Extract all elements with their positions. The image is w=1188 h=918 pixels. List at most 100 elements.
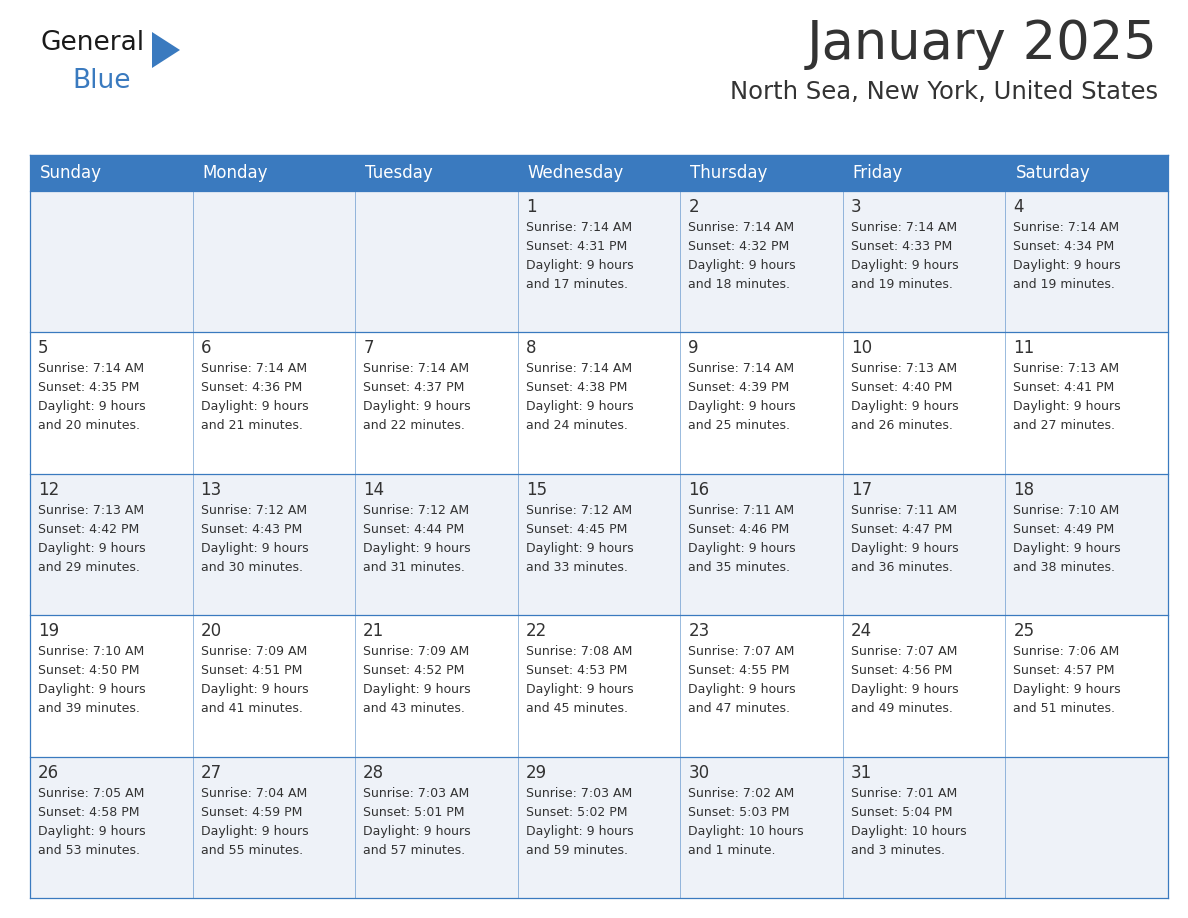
Text: and 18 minutes.: and 18 minutes. xyxy=(688,278,790,291)
Text: 25: 25 xyxy=(1013,622,1035,640)
Text: Blue: Blue xyxy=(72,68,131,94)
Text: and 22 minutes.: and 22 minutes. xyxy=(364,420,465,432)
Text: Daylight: 9 hours: Daylight: 9 hours xyxy=(526,683,633,696)
Text: Sunset: 5:04 PM: Sunset: 5:04 PM xyxy=(851,806,953,819)
Text: and 57 minutes.: and 57 minutes. xyxy=(364,844,466,856)
Text: and 26 minutes.: and 26 minutes. xyxy=(851,420,953,432)
Text: 14: 14 xyxy=(364,481,384,498)
Text: Daylight: 9 hours: Daylight: 9 hours xyxy=(526,400,633,413)
Text: Sunrise: 7:14 AM: Sunrise: 7:14 AM xyxy=(1013,221,1119,234)
Text: Sunrise: 7:10 AM: Sunrise: 7:10 AM xyxy=(38,645,144,658)
Text: Sunrise: 7:09 AM: Sunrise: 7:09 AM xyxy=(364,645,469,658)
Text: Sunrise: 7:14 AM: Sunrise: 7:14 AM xyxy=(688,221,795,234)
Text: and 43 minutes.: and 43 minutes. xyxy=(364,702,465,715)
Text: Sunset: 4:39 PM: Sunset: 4:39 PM xyxy=(688,381,790,395)
Text: Sunrise: 7:14 AM: Sunrise: 7:14 AM xyxy=(851,221,958,234)
Text: 21: 21 xyxy=(364,622,385,640)
Text: 15: 15 xyxy=(526,481,546,498)
Text: 31: 31 xyxy=(851,764,872,781)
Text: Daylight: 9 hours: Daylight: 9 hours xyxy=(526,824,633,837)
Text: and 53 minutes.: and 53 minutes. xyxy=(38,844,140,856)
Text: Thursday: Thursday xyxy=(690,164,767,182)
Text: Sunset: 5:03 PM: Sunset: 5:03 PM xyxy=(688,806,790,819)
Text: and 21 minutes.: and 21 minutes. xyxy=(201,420,303,432)
Text: Sunset: 4:42 PM: Sunset: 4:42 PM xyxy=(38,522,139,536)
Text: 13: 13 xyxy=(201,481,222,498)
Text: Sunset: 4:41 PM: Sunset: 4:41 PM xyxy=(1013,381,1114,395)
Text: and 17 minutes.: and 17 minutes. xyxy=(526,278,627,291)
Text: Sunset: 4:51 PM: Sunset: 4:51 PM xyxy=(201,665,302,677)
Text: 26: 26 xyxy=(38,764,59,781)
Text: Daylight: 9 hours: Daylight: 9 hours xyxy=(1013,259,1121,272)
Text: and 19 minutes.: and 19 minutes. xyxy=(851,278,953,291)
Text: and 36 minutes.: and 36 minutes. xyxy=(851,561,953,574)
Text: Wednesday: Wednesday xyxy=(527,164,624,182)
Text: Daylight: 9 hours: Daylight: 9 hours xyxy=(1013,683,1121,696)
Text: Sunset: 4:46 PM: Sunset: 4:46 PM xyxy=(688,522,790,536)
Text: 6: 6 xyxy=(201,340,211,357)
Text: Sunset: 4:34 PM: Sunset: 4:34 PM xyxy=(1013,240,1114,253)
Text: Sunset: 4:57 PM: Sunset: 4:57 PM xyxy=(1013,665,1114,677)
Text: January 2025: January 2025 xyxy=(807,18,1158,70)
Text: 27: 27 xyxy=(201,764,222,781)
Bar xyxy=(30,191,1168,332)
Text: and 41 minutes.: and 41 minutes. xyxy=(201,702,303,715)
Text: Daylight: 9 hours: Daylight: 9 hours xyxy=(1013,400,1121,413)
Text: Sunrise: 7:13 AM: Sunrise: 7:13 AM xyxy=(1013,363,1119,375)
Text: 3: 3 xyxy=(851,198,861,216)
Text: Sunrise: 7:13 AM: Sunrise: 7:13 AM xyxy=(851,363,958,375)
Text: 30: 30 xyxy=(688,764,709,781)
Text: Sunset: 4:32 PM: Sunset: 4:32 PM xyxy=(688,240,790,253)
Text: Daylight: 9 hours: Daylight: 9 hours xyxy=(201,824,308,837)
Text: 12: 12 xyxy=(38,481,59,498)
Text: Sunset: 4:47 PM: Sunset: 4:47 PM xyxy=(851,522,953,536)
Text: 16: 16 xyxy=(688,481,709,498)
Text: Daylight: 9 hours: Daylight: 9 hours xyxy=(38,400,146,413)
Text: Sunset: 4:55 PM: Sunset: 4:55 PM xyxy=(688,665,790,677)
Text: 22: 22 xyxy=(526,622,546,640)
Text: Sunset: 4:33 PM: Sunset: 4:33 PM xyxy=(851,240,952,253)
Text: Sunset: 4:58 PM: Sunset: 4:58 PM xyxy=(38,806,139,819)
Text: Sunset: 4:50 PM: Sunset: 4:50 PM xyxy=(38,665,139,677)
Text: Sunrise: 7:04 AM: Sunrise: 7:04 AM xyxy=(201,787,307,800)
Text: 5: 5 xyxy=(38,340,49,357)
Text: Saturday: Saturday xyxy=(1016,164,1091,182)
Text: 20: 20 xyxy=(201,622,222,640)
Text: Sunrise: 7:09 AM: Sunrise: 7:09 AM xyxy=(201,645,307,658)
Text: Daylight: 9 hours: Daylight: 9 hours xyxy=(201,683,308,696)
Text: Sunset: 5:02 PM: Sunset: 5:02 PM xyxy=(526,806,627,819)
Text: and 25 minutes.: and 25 minutes. xyxy=(688,420,790,432)
Text: North Sea, New York, United States: North Sea, New York, United States xyxy=(729,80,1158,104)
Text: Daylight: 9 hours: Daylight: 9 hours xyxy=(364,824,470,837)
Text: Sunrise: 7:11 AM: Sunrise: 7:11 AM xyxy=(851,504,958,517)
Text: 23: 23 xyxy=(688,622,709,640)
Text: and 31 minutes.: and 31 minutes. xyxy=(364,561,465,574)
Text: and 3 minutes.: and 3 minutes. xyxy=(851,844,944,856)
Bar xyxy=(30,332,1168,474)
Text: Sunset: 4:44 PM: Sunset: 4:44 PM xyxy=(364,522,465,536)
Text: Sunrise: 7:07 AM: Sunrise: 7:07 AM xyxy=(688,645,795,658)
Text: and 29 minutes.: and 29 minutes. xyxy=(38,561,140,574)
Text: and 19 minutes.: and 19 minutes. xyxy=(1013,278,1116,291)
Text: Daylight: 9 hours: Daylight: 9 hours xyxy=(851,683,959,696)
Text: and 45 minutes.: and 45 minutes. xyxy=(526,702,627,715)
Text: Sunrise: 7:13 AM: Sunrise: 7:13 AM xyxy=(38,504,144,517)
Bar xyxy=(30,615,1168,756)
Text: 11: 11 xyxy=(1013,340,1035,357)
Text: Sunrise: 7:02 AM: Sunrise: 7:02 AM xyxy=(688,787,795,800)
Text: 29: 29 xyxy=(526,764,546,781)
Text: Daylight: 10 hours: Daylight: 10 hours xyxy=(688,824,804,837)
Text: and 20 minutes.: and 20 minutes. xyxy=(38,420,140,432)
Text: Daylight: 9 hours: Daylight: 9 hours xyxy=(851,400,959,413)
Bar xyxy=(30,756,1168,898)
Text: and 55 minutes.: and 55 minutes. xyxy=(201,844,303,856)
Text: Daylight: 9 hours: Daylight: 9 hours xyxy=(851,259,959,272)
Text: Sunrise: 7:03 AM: Sunrise: 7:03 AM xyxy=(526,787,632,800)
Text: Sunset: 4:40 PM: Sunset: 4:40 PM xyxy=(851,381,953,395)
Text: Sunrise: 7:06 AM: Sunrise: 7:06 AM xyxy=(1013,645,1119,658)
Text: and 47 minutes.: and 47 minutes. xyxy=(688,702,790,715)
Text: Sunday: Sunday xyxy=(40,164,102,182)
Text: Sunrise: 7:05 AM: Sunrise: 7:05 AM xyxy=(38,787,145,800)
Text: 1: 1 xyxy=(526,198,536,216)
Text: Daylight: 9 hours: Daylight: 9 hours xyxy=(364,542,470,554)
